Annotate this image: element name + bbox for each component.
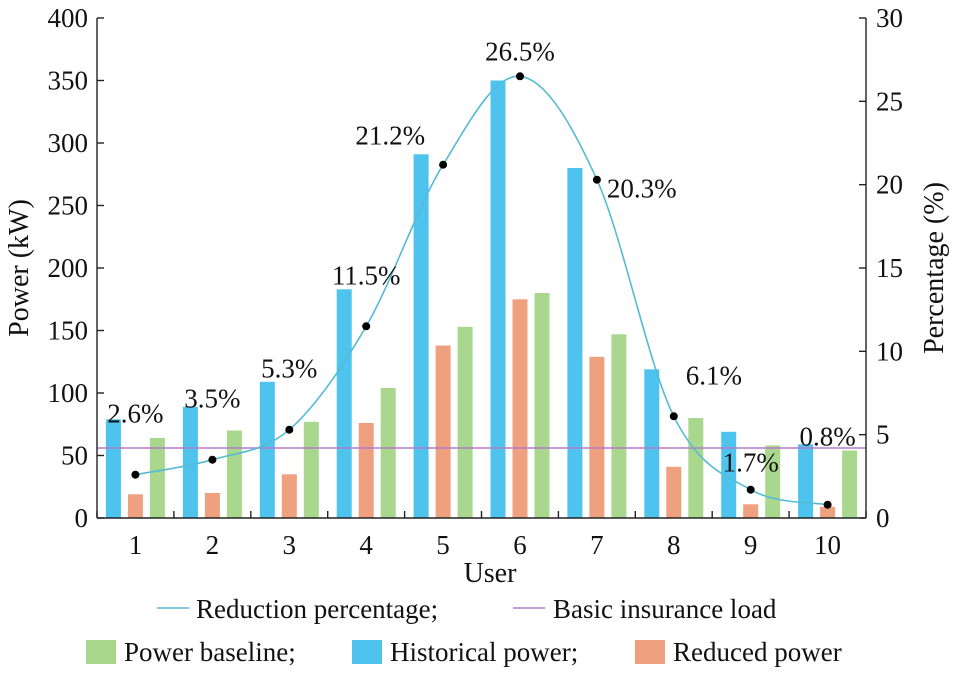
reduction-percentage-point-user-8 — [669, 412, 678, 421]
percentage-label-user-5: 21.2% — [355, 121, 425, 151]
legend-label-reduced-power: Reduced power — [673, 637, 842, 667]
bar-reduced-power-user-9 — [743, 504, 759, 519]
legend: Reduction percentage; Basic insurance lo… — [86, 594, 842, 667]
x-tick-label-7: 7 — [590, 530, 604, 560]
reduction-percentage-point-user-9 — [746, 485, 755, 494]
bar-historical-power-user-1 — [105, 419, 121, 519]
y2-axis-title: Percentage (%) — [919, 182, 950, 354]
y-axis-title: Power (kW) — [4, 199, 35, 337]
bar-historical-power-user-3 — [259, 381, 275, 519]
y2-tick-label-10: 10 — [876, 336, 903, 366]
reduction-percentage-point-user-7 — [592, 175, 601, 184]
bar-historical-power-user-9 — [721, 431, 737, 519]
y-tick-label-0: 0 — [75, 503, 89, 533]
bar-reduced-power-user-5 — [435, 345, 451, 518]
percentage-label-user-4: 11.5% — [332, 260, 401, 290]
y-tick-label-300: 300 — [48, 128, 89, 158]
bars-layer — [105, 80, 858, 519]
bar-power-baseline-user-4 — [380, 388, 396, 518]
x-tick-label-6: 6 — [513, 530, 527, 560]
legend-label-power-baseline: Power baseline; — [124, 637, 296, 667]
bar-power-baseline-user-1 — [149, 438, 165, 518]
bar-historical-power-user-2 — [182, 406, 198, 519]
y-tick-label-250: 250 — [48, 191, 89, 221]
reduction-percentage-point-user-6 — [516, 72, 524, 81]
y2-tick-label-15: 15 — [876, 253, 903, 283]
legend-swatch-power-baseline — [86, 640, 116, 664]
legend-swatch-historical-power — [352, 640, 382, 664]
y2-tick-label-0: 0 — [876, 503, 890, 533]
bar-reduced-power-user-10 — [820, 506, 836, 519]
bar-reduced-power-user-3 — [281, 474, 297, 519]
percentage-label-user-9: 1.7% — [723, 448, 779, 478]
bar-historical-power-user-10 — [798, 444, 814, 519]
legend-row-1: Reduction percentage; Basic insurance lo… — [157, 594, 777, 624]
bar-power-baseline-user-9 — [765, 445, 781, 518]
percentage-label-user-7: 20.3% — [607, 174, 677, 204]
bar-reduced-power-user-1 — [127, 494, 143, 519]
bar-power-baseline-user-10 — [842, 450, 858, 518]
bar-reduced-power-user-6 — [512, 299, 528, 519]
y2-tick-label-30: 30 — [876, 3, 903, 33]
reduction-percentage-point-user-4 — [362, 322, 371, 331]
bar-historical-power-user-4 — [336, 289, 352, 519]
reduction-percentage-layer — [131, 72, 832, 509]
y-tick-label-200: 200 — [48, 253, 89, 283]
bar-historical-power-user-8 — [644, 369, 660, 519]
bar-power-baseline-user-8 — [688, 418, 704, 518]
percentage-label-user-3: 5.3% — [261, 354, 317, 384]
legend-swatch-reduced-power — [635, 640, 665, 664]
bar-power-baseline-user-3 — [303, 421, 319, 519]
percentage-label-user-1: 2.6% — [107, 399, 163, 429]
legend-row-2: Power baseline; Historical power; Reduce… — [86, 637, 842, 667]
x-tick-label-3: 3 — [283, 530, 297, 560]
percentage-label-user-6: 26.5% — [485, 36, 555, 66]
y-tick-label-100: 100 — [48, 378, 89, 408]
legend-label-basic-insurance-load: Basic insurance load — [553, 594, 777, 624]
x-tick-label-2: 2 — [206, 530, 220, 560]
percentage-label-user-10: 0.8% — [799, 422, 855, 452]
reduction-percentage-line — [135, 75, 828, 506]
legend-label-reduction-percentage: Reduction percentage; — [196, 594, 438, 624]
axes-layer: 0 50 100 150 200 250 300 350 400 0 5 10 15 20 25 30 1 2 3 4… — [48, 3, 904, 560]
reduction-percentage-point-user-1 — [131, 470, 140, 479]
bar-reduced-power-user-2 — [204, 493, 220, 518]
bar-power-baseline-user-6 — [534, 293, 550, 518]
x-tick-label-9: 9 — [744, 530, 758, 560]
legend-label-historical-power: Historical power; — [390, 637, 578, 667]
bar-reduced-power-user-4 — [358, 423, 374, 518]
y2-tick-label-5: 5 — [876, 420, 890, 450]
x-tick-label-1: 1 — [129, 530, 143, 560]
percentage-label-user-8: 6.1% — [686, 360, 742, 390]
bar-power-baseline-user-2 — [226, 430, 242, 518]
data-labels-layer: 2.6% 3.5% 5.3% 11.5% 21.2% 26.5% 20.3% 6.1% 1.7%… — [107, 36, 855, 477]
percentage-label-user-2: 3.5% — [184, 384, 240, 414]
y2-tick-label-25: 25 — [876, 86, 903, 116]
reduction-percentage-point-user-10 — [823, 500, 832, 509]
x-tick-label-10: 10 — [814, 530, 841, 560]
reduction-percentage-point-user-3 — [285, 425, 294, 434]
bar-reduced-power-user-8 — [666, 466, 682, 519]
bar-power-baseline-user-7 — [611, 334, 627, 519]
x-tick-label-4: 4 — [359, 530, 373, 560]
bar-historical-power-user-5 — [413, 154, 429, 519]
y-tick-label-350: 350 — [48, 66, 89, 96]
bar-historical-power-user-6 — [490, 80, 506, 518]
x-axis-title: User — [464, 558, 518, 589]
x-tick-label-5: 5 — [436, 530, 450, 560]
reduction-percentage-point-user-2 — [208, 455, 217, 464]
y2-tick-label-20: 20 — [876, 170, 903, 200]
y-tick-label-50: 50 — [61, 441, 88, 471]
bar-historical-power-user-7 — [567, 168, 583, 518]
bar-reduced-power-user-7 — [589, 356, 605, 519]
y-tick-label-150: 150 — [48, 316, 89, 346]
bar-power-baseline-user-5 — [457, 326, 473, 519]
reduction-percentage-point-user-5 — [439, 160, 448, 169]
y-tick-label-400: 400 — [48, 3, 89, 33]
x-tick-label-8: 8 — [667, 530, 681, 560]
